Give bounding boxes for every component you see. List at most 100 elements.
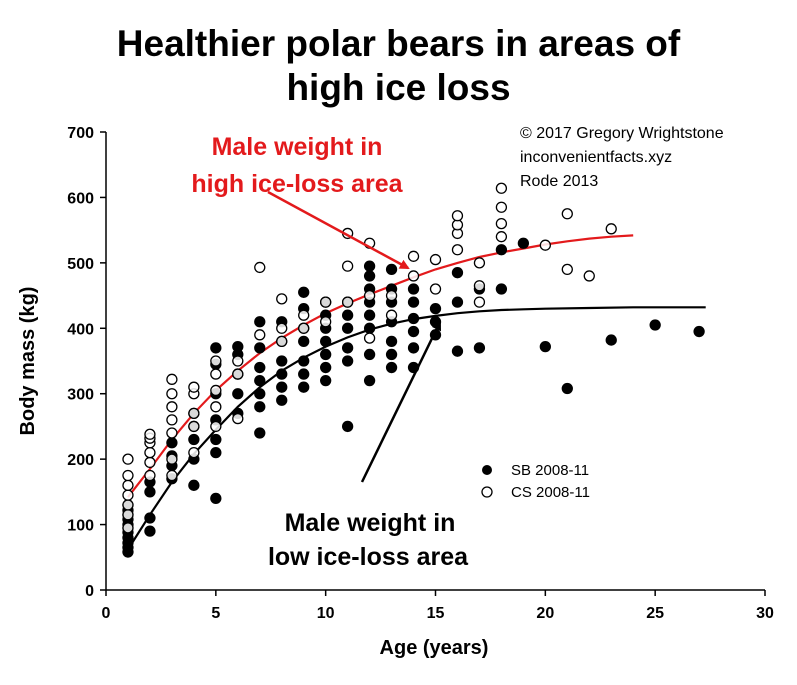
data-point-cs	[166, 453, 178, 465]
data-point-cs	[254, 329, 266, 341]
data-point-sb	[363, 260, 376, 272]
data-point-sb	[320, 361, 332, 374]
data-point-sb	[341, 309, 354, 321]
data-point-sb	[298, 286, 310, 298]
data-point-cs	[210, 401, 222, 413]
data-point-cs	[605, 223, 617, 235]
credit-line-2: inconvenientfacts.xyz	[520, 149, 672, 166]
data-point-cs	[166, 469, 178, 482]
data-point-sb	[254, 427, 266, 439]
data-point-sb	[363, 322, 376, 334]
data-point-sb	[254, 316, 266, 328]
data-point-cs	[451, 210, 464, 222]
data-point-sb	[407, 312, 420, 325]
data-point-sb	[451, 267, 464, 279]
data-point-sb	[320, 335, 332, 348]
credit-line-3: Rode 2013	[520, 173, 598, 190]
data-point-sb	[429, 303, 442, 315]
data-point-sb	[298, 355, 310, 367]
annotation-red-line-2: high ice-loss area	[191, 170, 403, 198]
data-point-cs	[276, 293, 288, 305]
data-point-sb	[320, 348, 332, 361]
data-point-sb	[320, 374, 332, 387]
y-tick-label: 300	[67, 387, 94, 404]
data-point-sb	[188, 433, 200, 446]
data-point-cs	[210, 384, 222, 397]
annotation-black-line-2: low ice-loss area	[268, 543, 469, 571]
x-tick-label: 0	[102, 605, 111, 622]
data-point-cs	[429, 283, 442, 295]
y-tick-label: 700	[67, 125, 94, 142]
data-point-cs	[122, 453, 134, 465]
legend: SB 2008-11 CS 2008-11	[481, 462, 590, 501]
data-point-cs	[385, 309, 398, 321]
data-point-sb	[363, 348, 376, 361]
data-point-sb	[254, 401, 266, 413]
data-point-cs	[144, 446, 156, 459]
data-point-cs	[451, 244, 464, 256]
data-point-cs	[210, 368, 222, 380]
data-point-sb	[210, 342, 222, 354]
y-axis-label: Body mass (kg)	[17, 287, 39, 436]
data-point-sb	[363, 270, 376, 282]
data-point-cs	[166, 401, 178, 413]
data-point-cs	[495, 217, 508, 230]
data-point-sb	[385, 263, 398, 276]
data-point-cs	[583, 270, 595, 282]
data-point-cs	[451, 219, 464, 231]
x-tick-label: 25	[646, 605, 664, 622]
x-tick-label: 15	[427, 605, 445, 622]
data-point-sb	[561, 382, 573, 395]
data-point-sb	[407, 325, 420, 338]
data-point-cs	[385, 289, 398, 302]
y-tick-label: 600	[67, 190, 94, 207]
data-point-sb	[276, 381, 288, 393]
credit-line-1: © 2017 Gregory Wrightstone	[520, 125, 724, 142]
data-point-cs	[276, 322, 288, 334]
data-point-cs	[363, 332, 376, 344]
y-tick-label: 400	[67, 321, 94, 338]
data-point-sb	[232, 340, 244, 353]
title-line-1: Healthier polar bears in areas of	[116, 23, 681, 64]
legend-label-sb: SB 2008-11	[511, 462, 589, 479]
legend-marker-sb	[482, 465, 492, 475]
data-point-sb	[166, 437, 178, 449]
data-point-sb	[210, 446, 222, 459]
data-point-cs	[122, 479, 134, 491]
data-point-sb	[298, 335, 310, 348]
data-point-cs	[166, 414, 178, 426]
data-point-sb	[385, 348, 398, 361]
data-point-cs	[122, 499, 134, 511]
legend-label-cs: CS 2008-11	[511, 484, 590, 501]
axes: 0 100 200 300 400 500 600 700 0 5 10 15 20 25 30	[67, 125, 774, 622]
x-tick-label: 30	[756, 605, 774, 622]
data-point-cs	[188, 446, 200, 459]
data-point-sb	[144, 486, 156, 498]
data-point-cs	[298, 309, 310, 321]
data-point-sb	[385, 361, 398, 374]
data-point-sb	[407, 296, 420, 308]
data-point-cs	[341, 296, 354, 308]
data-point-cs	[188, 381, 200, 393]
data-point-sb	[341, 355, 354, 367]
data-point-sb	[407, 283, 420, 295]
data-point-cs	[122, 509, 134, 521]
data-point-cs	[407, 250, 420, 262]
arrow-high-ice-loss	[267, 190, 410, 270]
data-point-sb	[254, 374, 266, 387]
fit-curve-low-ice-loss	[127, 306, 706, 550]
data-point-cs	[166, 388, 178, 400]
data-point-cs	[276, 335, 288, 348]
data-point-sb	[144, 525, 156, 537]
data-point-cs	[320, 296, 332, 308]
data-point-cs	[144, 456, 156, 469]
x-tick-label: 5	[211, 605, 220, 622]
data-point-sb	[385, 335, 398, 348]
data-point-sb	[254, 342, 266, 354]
data-point-cs	[429, 253, 442, 266]
data-point-sb	[232, 388, 244, 400]
legend-marker-cs	[481, 486, 493, 498]
data-point-sb	[451, 296, 464, 308]
annotation-black-line-1: Male weight in	[285, 509, 456, 537]
